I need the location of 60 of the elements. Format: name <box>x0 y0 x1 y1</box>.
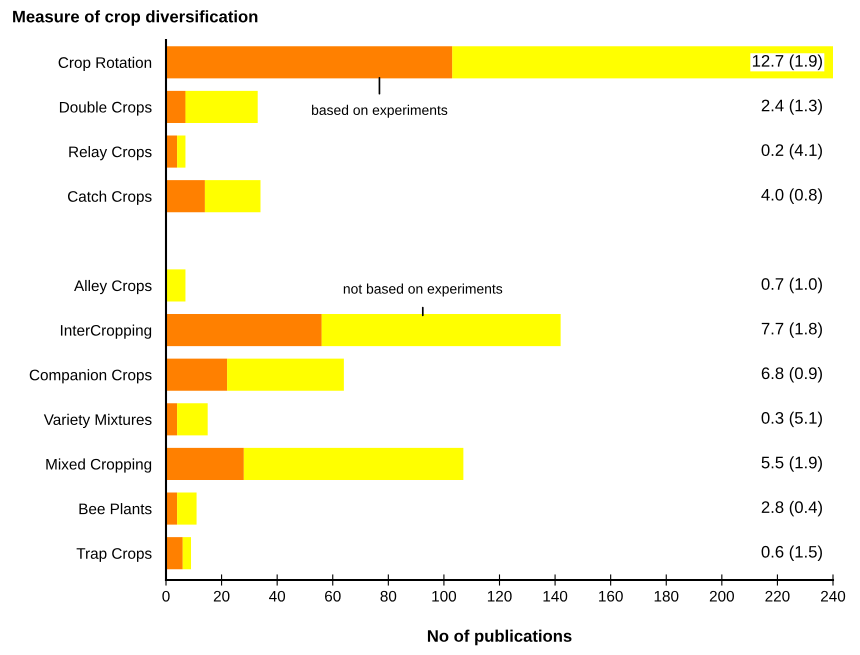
x-tick-label: 240 <box>821 590 846 602</box>
annotation: based on experiments <box>312 104 448 118</box>
bar <box>166 269 186 302</box>
bar <box>166 492 178 525</box>
y-tick-label: Companion Crops <box>30 369 152 384</box>
annotation: 4.0 (0.8) <box>761 188 822 204</box>
y-tick-label: Relay Crops <box>69 146 152 160</box>
x-tick-label: 120 <box>488 590 512 602</box>
bar <box>177 403 208 436</box>
x-tick-label: 140 <box>544 590 568 602</box>
y-tick-label: Double Crops <box>60 101 152 116</box>
x-axis-title: No of publications <box>428 630 572 646</box>
x-tick-label: 0 <box>162 590 170 602</box>
bar <box>177 492 197 525</box>
annotation: 2.4 (1.3) <box>762 99 822 115</box>
annotation: 0.3 (5.1) <box>762 412 822 428</box>
annotation: 5.5 (1.9) <box>762 456 822 472</box>
x-tick-label: 60 <box>325 590 341 602</box>
bar <box>166 537 183 570</box>
bar <box>244 448 464 480</box>
y-tick-label: Alley Crops <box>74 280 152 294</box>
x-tick-label: 200 <box>710 590 734 602</box>
y-tick-label: InterCropping <box>60 324 152 339</box>
annotation: 6.8 (0.9) <box>762 366 822 382</box>
bar <box>166 136 178 168</box>
bar <box>322 314 561 346</box>
x-tick-label: 20 <box>214 590 230 602</box>
x-tick-label: 80 <box>380 590 396 602</box>
x-tick-label: 180 <box>654 590 678 602</box>
y-tick-label: Catch Crops <box>68 190 152 205</box>
bar <box>452 46 833 78</box>
annotation: 7.7 (1.8) <box>762 322 822 338</box>
bar <box>166 180 205 212</box>
bar <box>182 537 192 570</box>
bar <box>177 136 186 168</box>
bar <box>166 403 178 436</box>
bar <box>166 448 244 480</box>
chart-title: Measure of crop diversification <box>13 10 258 26</box>
annotation: 0.7 (1.0) <box>762 278 822 294</box>
annotation: 12.7 (1.9) <box>752 54 822 70</box>
bar <box>204 180 260 212</box>
bar <box>166 46 452 78</box>
y-tick-label: Variety Mixtures <box>44 414 152 428</box>
y-tick-label: Bee Plants <box>79 503 152 514</box>
y-tick-label: Trap Crops <box>76 548 152 562</box>
x-tick-label: 40 <box>269 590 286 602</box>
x-tick-label: 220 <box>765 590 790 602</box>
annotation: 0.6 (1.5) <box>762 545 822 561</box>
bar <box>227 358 344 391</box>
bar <box>166 358 228 391</box>
bar <box>185 90 258 124</box>
annotation: 0.2 (4.1) <box>762 144 822 160</box>
x-tick-label: 100 <box>432 590 456 602</box>
y-tick-label: Mixed Cropping <box>46 458 152 473</box>
annotation: 2.8 (0.4) <box>762 500 822 516</box>
x-tick-label: 160 <box>599 590 623 602</box>
bar <box>166 314 322 346</box>
bar <box>166 90 186 124</box>
annotation: not based on experiments <box>344 284 502 296</box>
y-tick-label: Crop Rotation <box>58 56 152 72</box>
